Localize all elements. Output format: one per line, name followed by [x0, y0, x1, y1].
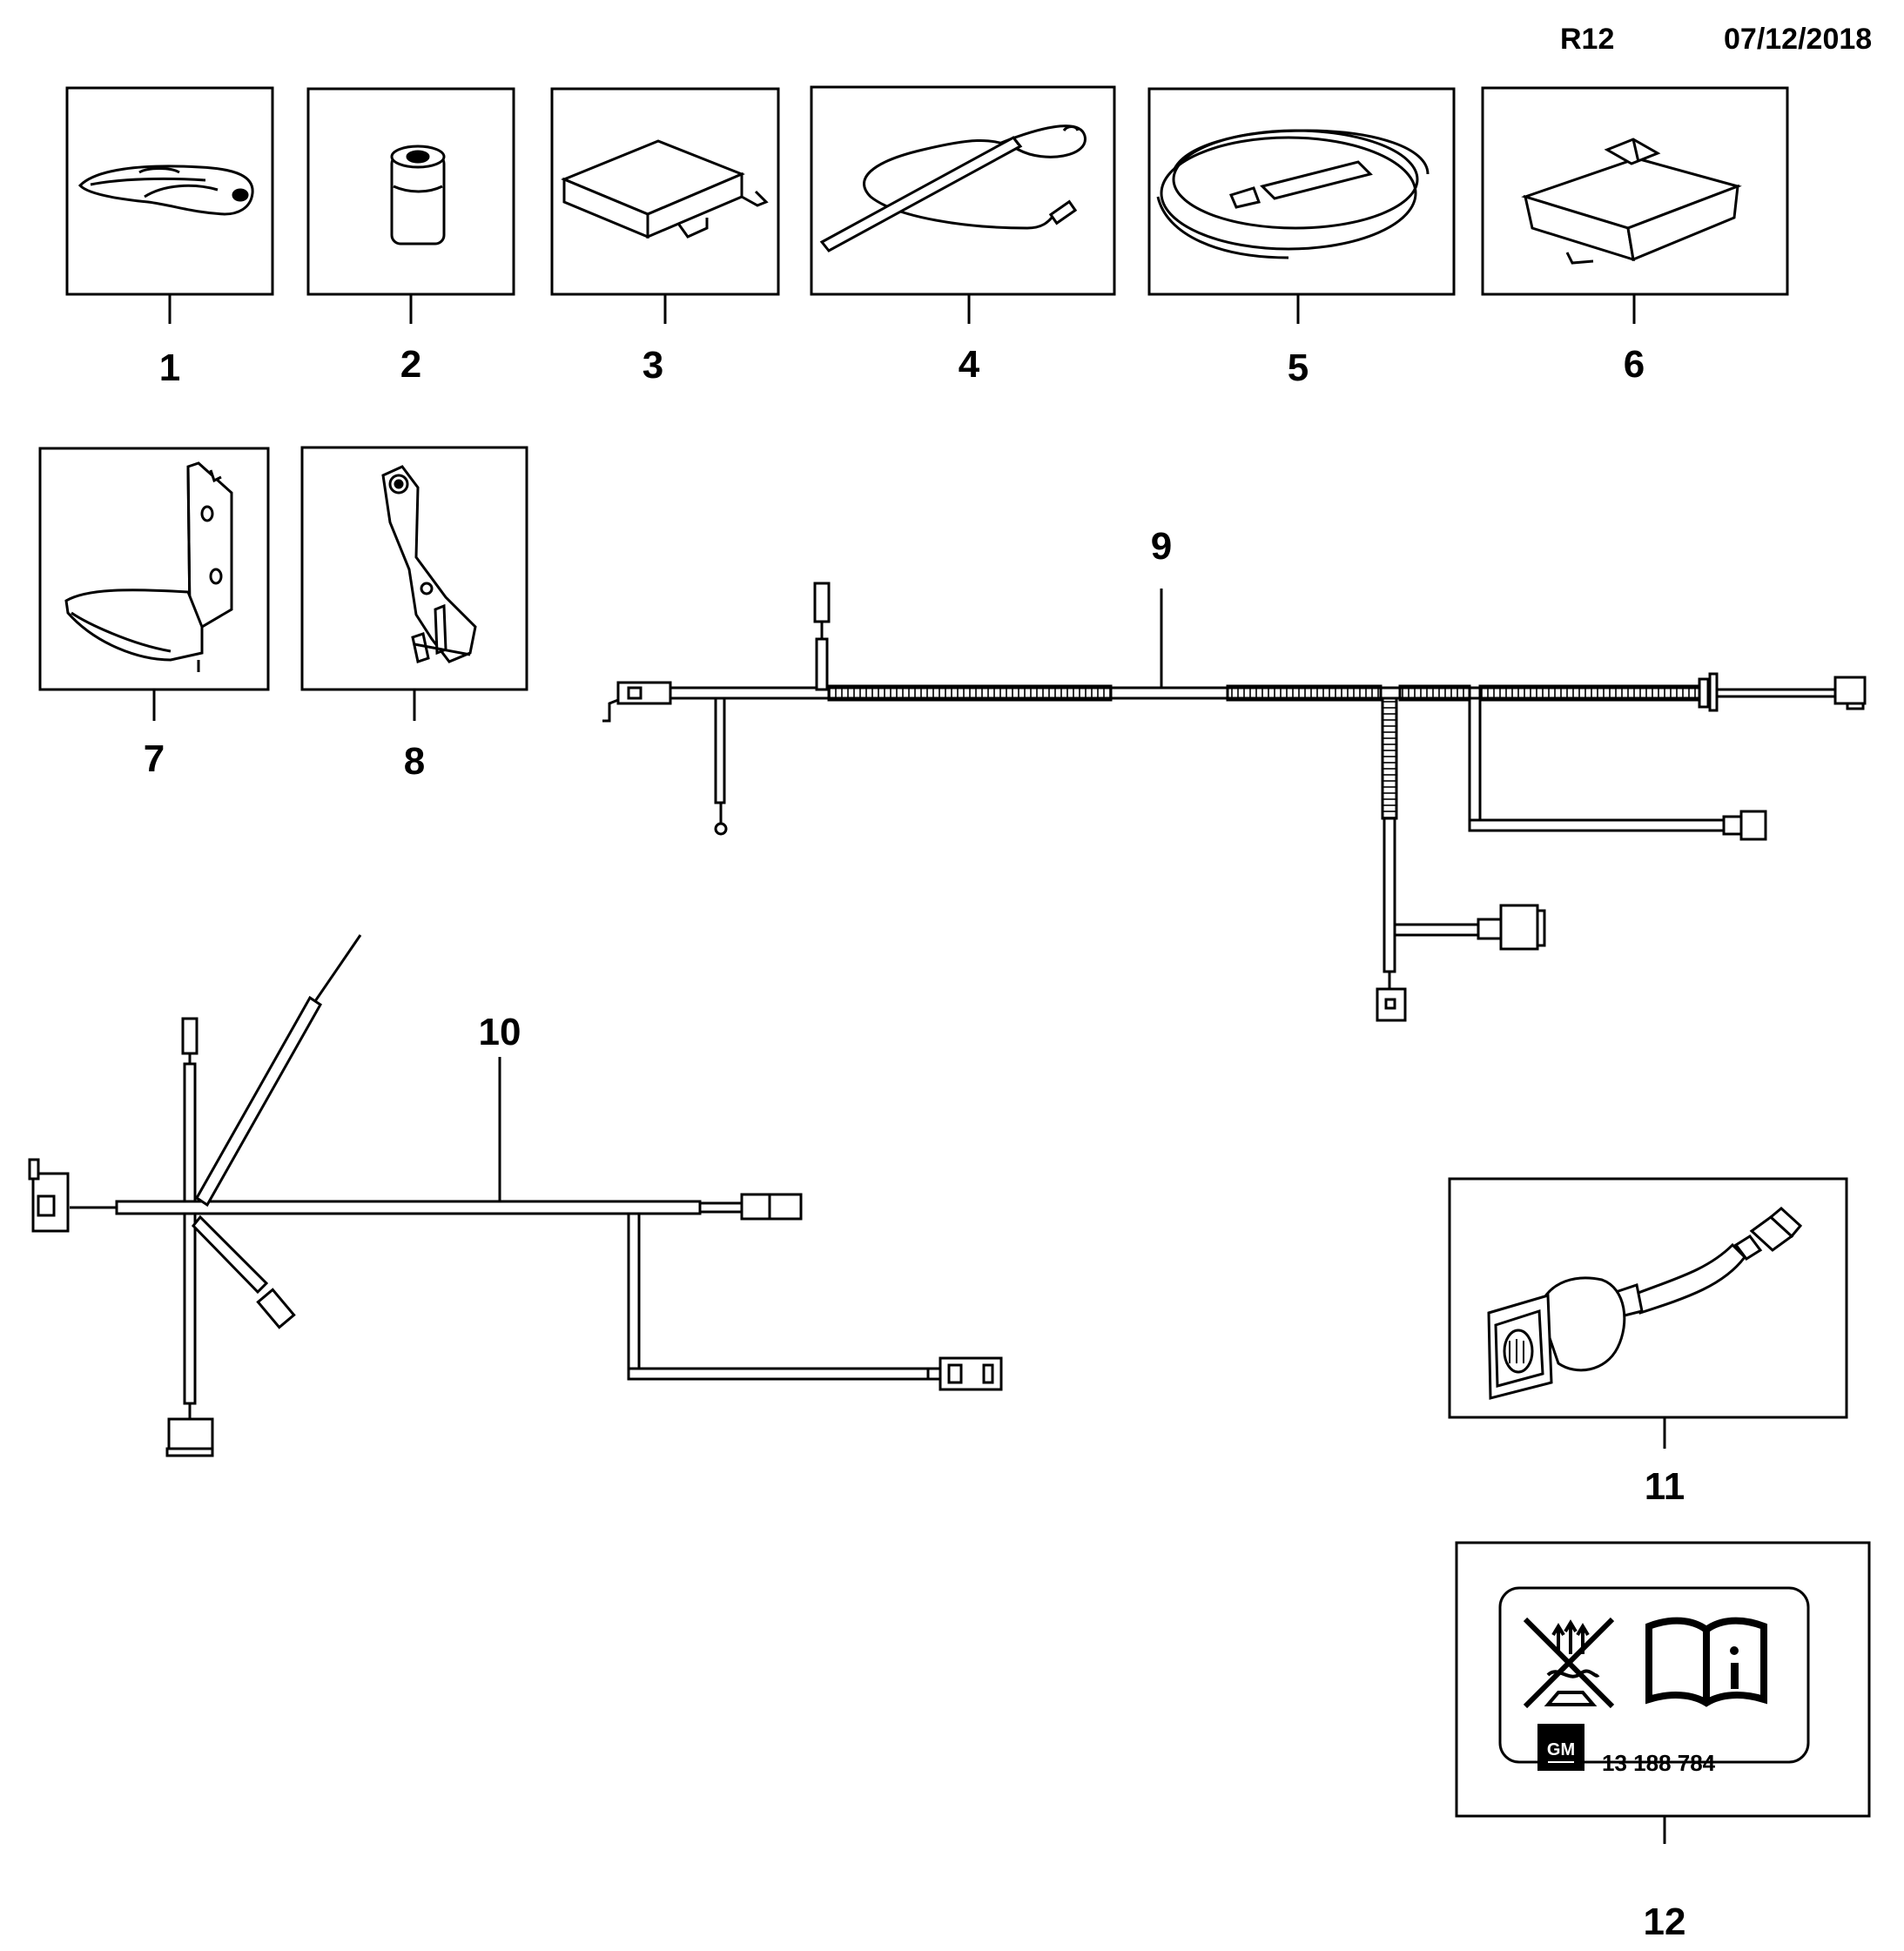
part-3: 3 [550, 87, 780, 387]
part-number-10: 10 [479, 1011, 521, 1053]
manual-info-icon [1645, 1617, 1767, 1707]
part-number-9: 9 [1151, 525, 1172, 568]
part-number-4: 4 [959, 343, 980, 386]
antenna-icon [819, 124, 1087, 252]
part-number-12: 12 [1644, 1901, 1686, 1943]
part-number-6: 6 [1624, 343, 1645, 386]
control-module-icon [561, 139, 769, 239]
part-number-11: 11 [1645, 1465, 1685, 1508]
gm-logo-text: GM [1547, 1740, 1575, 1759]
part-1: 1 [65, 86, 274, 389]
keyfob-icon [77, 165, 254, 216]
no-water-warning-icon [1523, 1617, 1615, 1709]
part-6: 6 [1481, 86, 1789, 386]
label-part-code: 13 188 784 [1602, 1750, 1716, 1776]
part-number-2: 2 [400, 343, 421, 386]
part-number-5: 5 [1288, 346, 1309, 389]
part-number-1: 1 [159, 346, 180, 389]
part-number-8: 8 [404, 740, 425, 783]
gm-logo-icon: GM [1537, 1724, 1584, 1771]
coiled-antenna-icon [1156, 129, 1430, 259]
part-4: 4 [810, 85, 1116, 386]
warning-label [1498, 1586, 1810, 1764]
part-9: 9 [602, 525, 1867, 1022]
bracket-icon [64, 461, 233, 672]
part-number-7: 7 [144, 737, 165, 780]
part-10: 10 [28, 934, 1003, 1457]
sensor-box-icon [1521, 138, 1742, 265]
battery-icon [390, 145, 446, 246]
part-5: 5 [1147, 87, 1456, 389]
bracket-icon [381, 465, 477, 663]
wiring-harness-icon [28, 934, 1003, 1457]
socket-harness-icon [1487, 1207, 1803, 1400]
part-7: 7 [38, 447, 270, 780]
part-8: 8 [300, 446, 528, 783]
part-11: 11 [1448, 1177, 1848, 1508]
part-2: 2 [306, 87, 515, 386]
part-12: GM 13 188 784 12 [1455, 1541, 1871, 1943]
page-date: 07/12/2018 [1724, 23, 1872, 56]
wiring-harness-icon [602, 582, 1867, 1022]
page-ref: R12 [1560, 23, 1614, 56]
part-number-3: 3 [643, 344, 663, 387]
